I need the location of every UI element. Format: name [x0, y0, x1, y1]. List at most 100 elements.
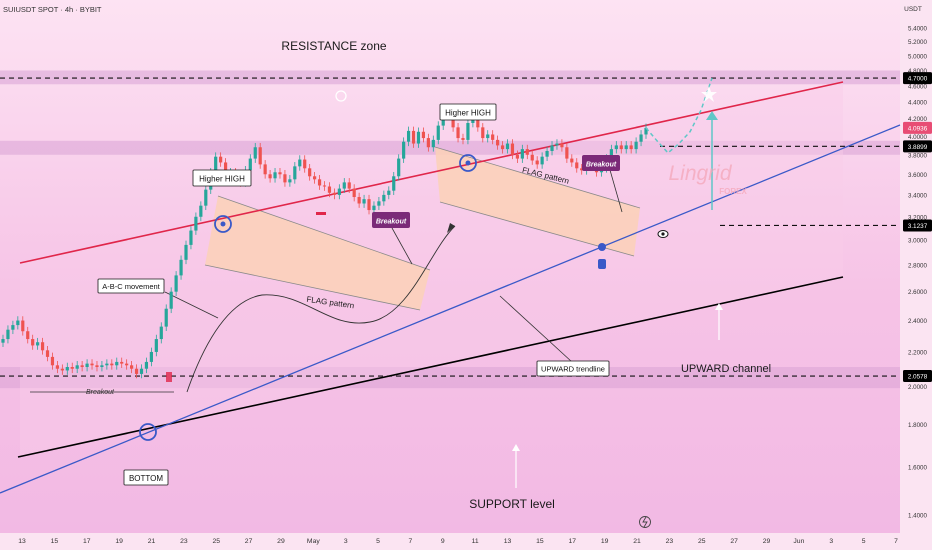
- time-axis[interactable]: 13 15 17 19 21 23 25 27 29 May 3 5 7 9 11 13 15 17 19 21 23 2…: [18, 538, 898, 545]
- price-axis[interactable]: 5.4000 5.2000 5.0000 4.8000 4.6000 4.4000 4.20…: [908, 26, 927, 520]
- price-tick-label: 2.6000: [908, 289, 927, 296]
- candle-body: [45, 350, 50, 357]
- price-tick-label: 2.4000: [908, 318, 927, 325]
- price-tag-label: 4.0936: [908, 126, 928, 133]
- candle-body: [154, 339, 158, 352]
- price-tag-4: [903, 219, 932, 232]
- candle-body: [36, 342, 40, 346]
- price-tag-label: 2.0578: [908, 374, 928, 381]
- time-tick-label: 21: [633, 538, 641, 545]
- higher-high-1-marker[interactable]: [214, 215, 232, 233]
- upward-channel-label: UPWARD channel: [681, 363, 771, 375]
- channel-top-line[interactable]: [19, 81, 844, 264]
- price-tick-label: 5.0000: [908, 53, 927, 60]
- candle-body: [189, 230, 193, 245]
- candle-body: [560, 143, 564, 148]
- upward-trendline-label: UPWARD trendline: [541, 365, 605, 374]
- flag1-upper-edge: [217, 195, 431, 271]
- candle-body: [105, 363, 109, 366]
- candle-body: [535, 160, 539, 165]
- price-tag-label: 3.1237: [908, 223, 928, 230]
- candle-body: [184, 244, 188, 260]
- time-tick-label: Jun: [793, 538, 804, 545]
- price-tick-label: 2.2000: [908, 349, 927, 356]
- higher-high-1-label: Higher HIGH: [199, 175, 245, 184]
- candle-body: [283, 174, 287, 183]
- higher-high-2-dot: [465, 160, 471, 166]
- price-axis-panel: [900, 0, 932, 550]
- breakout-3-label: Breakout: [86, 389, 115, 396]
- higher-high-2-marker[interactable]: [459, 154, 477, 172]
- candle-body: [402, 141, 406, 159]
- candle-body: [491, 134, 495, 140]
- price-tick-label: 4.2000: [908, 116, 927, 123]
- abc-pointer: [164, 291, 219, 319]
- candle-body: [139, 368, 144, 374]
- candle-body: [406, 130, 411, 142]
- candle-body: [75, 365, 79, 369]
- higher-high-1-box: [192, 169, 252, 187]
- support-label-arrow-head: [512, 444, 520, 451]
- candle-body: [60, 368, 64, 371]
- candle-body: [214, 156, 218, 173]
- candle-body: [372, 205, 376, 211]
- price-tick-label: 4.6000: [908, 83, 927, 90]
- time-tick-label: 13: [18, 538, 26, 545]
- candle-body: [120, 361, 124, 364]
- candle-body: [293, 166, 297, 180]
- price-tick-label: 2.8000: [908, 262, 927, 269]
- time-axis-panel: [0, 533, 900, 550]
- candle-body: [614, 145, 618, 150]
- candle-body: [411, 130, 416, 144]
- flag-pattern-1-shape: [205, 196, 430, 310]
- price-tag-5: [903, 370, 932, 383]
- channel-bottom-line[interactable]: [17, 276, 844, 458]
- lightning-icon[interactable]: [639, 516, 651, 528]
- currency-label: USDT: [904, 6, 922, 13]
- time-tick-label: 27: [730, 538, 738, 545]
- candle-body: [337, 188, 341, 195]
- time-tick-label: 5: [376, 538, 380, 545]
- breakout-1-pointer: [391, 227, 413, 265]
- alert-icon[interactable]: [335, 90, 347, 102]
- candle-body: [16, 320, 20, 326]
- candle-body: [510, 143, 515, 155]
- candle-body: [194, 216, 198, 231]
- trendline-pointer: [499, 295, 573, 363]
- time-tick-label: 15: [51, 538, 59, 545]
- price-tick-label: 3.8000: [908, 152, 927, 159]
- price-zone-3: [0, 140, 900, 155]
- price-tick-label: 1.6000: [908, 464, 927, 471]
- candle-body: [525, 149, 529, 155]
- candle-body: [624, 145, 628, 150]
- upward-trendline[interactable]: [0, 124, 901, 494]
- bottom-marker[interactable]: [139, 423, 157, 441]
- candle-body: [441, 115, 445, 126]
- channel-label-arrow-head: [715, 303, 723, 310]
- candle-body: [144, 361, 149, 369]
- price-tick-label: 4.0000: [908, 134, 927, 141]
- time-tick-label: 21: [148, 538, 156, 545]
- candle-body: [347, 182, 351, 189]
- levels-layer: [0, 77, 900, 377]
- candle-body: [174, 275, 178, 292]
- breakout-2-label: Breakout: [586, 162, 617, 169]
- candle-body: [26, 331, 30, 340]
- candle-body: [629, 145, 633, 150]
- price-tick-label: 4.8000: [908, 68, 927, 75]
- candle-body: [486, 134, 490, 139]
- time-tick-label: 9: [441, 538, 445, 545]
- price-tag-2: [903, 121, 932, 134]
- candle-body: [303, 159, 307, 169]
- candle-body: [90, 363, 94, 366]
- time-tick-label: 29: [763, 538, 771, 545]
- abc-movement-label: A-B-C movement: [102, 282, 160, 291]
- candle-body: [426, 138, 430, 148]
- candle-body: [397, 158, 401, 177]
- breakout-2-pointer: [609, 169, 623, 213]
- plot-background: [0, 0, 900, 533]
- price-tick-label: 1.8000: [908, 422, 927, 429]
- candle-body: [461, 138, 465, 140]
- candle-body: [248, 158, 252, 171]
